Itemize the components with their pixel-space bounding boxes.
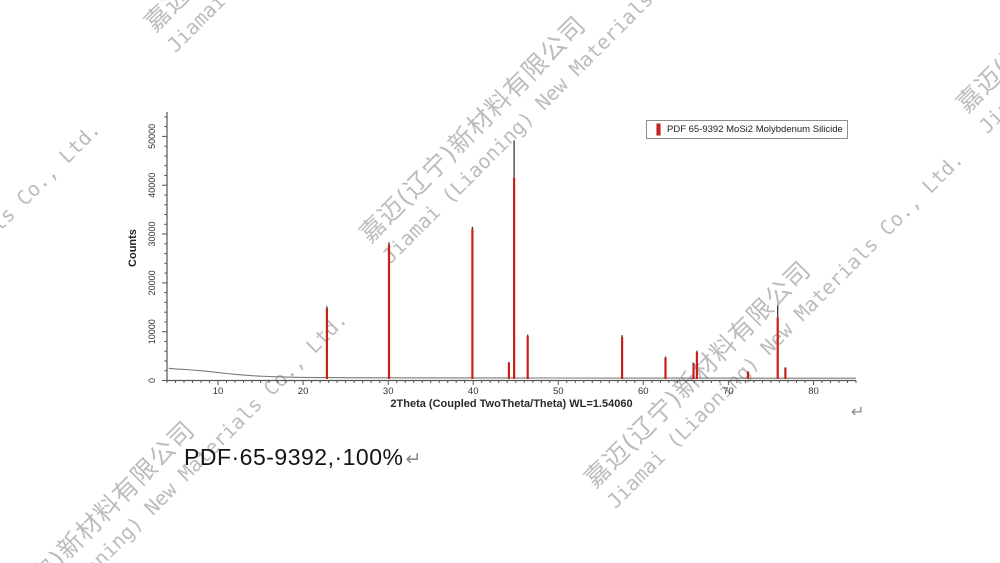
x-tick-label: 20: [298, 386, 309, 397]
background-curve: [168, 367, 856, 379]
reference-stick-icon: [657, 124, 660, 135]
legend: PDF 65-9392 MoSi2 Molybdenum Silicide: [646, 120, 848, 139]
pdf-reference-caption: PDF·65-9392,·100% ↵: [184, 444, 422, 471]
x-axis-title: 2Theta (Coupled TwoTheta/Theta) WL=1.540…: [390, 398, 633, 410]
x-tick-label: 40: [468, 386, 479, 397]
y-tick-label: 20000: [147, 270, 157, 295]
y-tick-label: 50000: [147, 124, 157, 149]
x-tick-label: 10: [213, 386, 224, 397]
legend-label: PDF 65-9392 MoSi2 Molybdenum Silicide: [667, 124, 843, 135]
x-tick-label: 70: [723, 386, 734, 397]
y-tick-label: 40000: [147, 173, 157, 198]
y-tick-label: 0: [147, 378, 157, 383]
pdf-reference-text: PDF·65-9392,·100%: [184, 444, 404, 470]
y-axis-title: Counts: [127, 229, 139, 267]
x-tick-label: 50: [553, 386, 564, 397]
y-tick-label: 10000: [147, 319, 157, 344]
return-mark-icon: ↵: [851, 402, 865, 421]
y-tick-label: 30000: [147, 221, 157, 246]
x-tick-label: 80: [808, 386, 819, 397]
return-mark-icon: ↵: [405, 448, 422, 470]
x-tick-label: 30: [383, 386, 394, 397]
x-tick-label: 60: [638, 386, 649, 397]
